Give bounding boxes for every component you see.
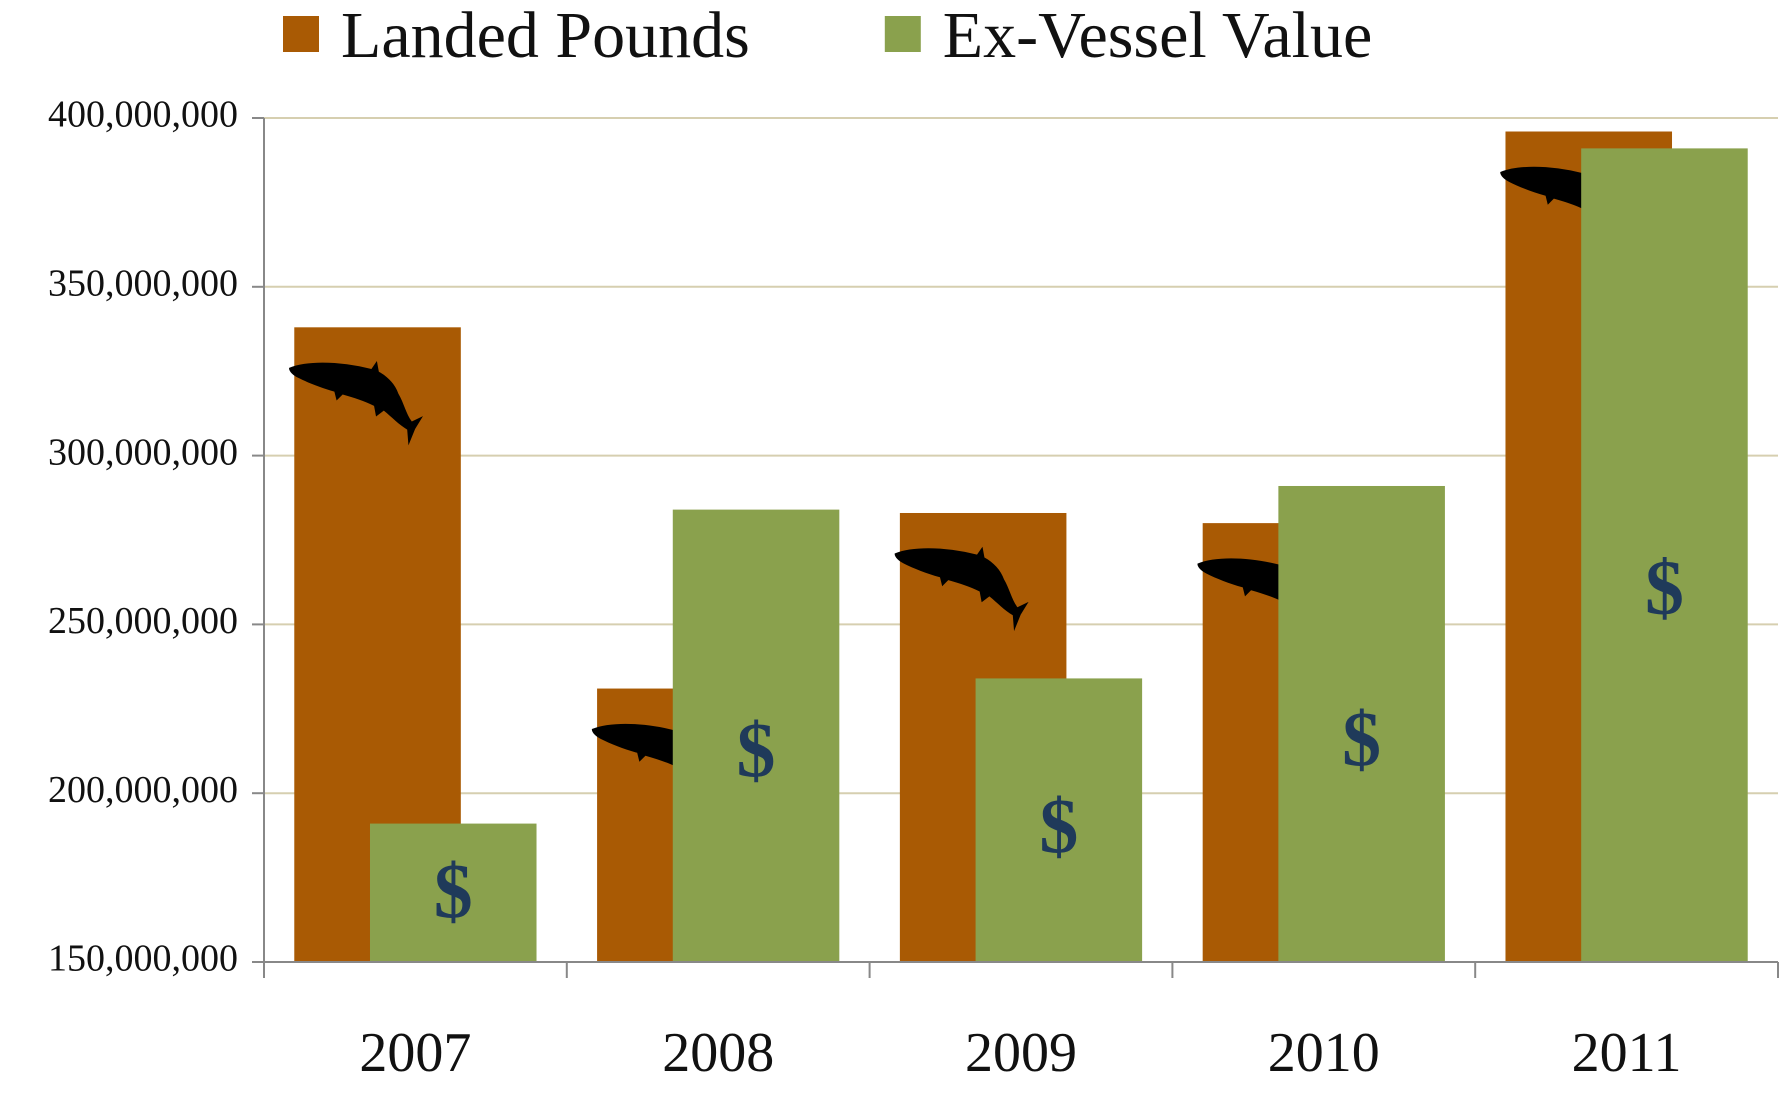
x-tick-label: 2011 xyxy=(1572,1022,1682,1084)
legend-label: Ex-Vessel Value xyxy=(943,0,1373,72)
bar xyxy=(1278,485,1445,962)
value-symbol: $ xyxy=(1039,782,1078,869)
x-tick-label: 2010 xyxy=(1268,1022,1380,1084)
x-tick-label: 2009 xyxy=(965,1022,1077,1084)
y-tick-label: 250,000,000 xyxy=(48,600,238,642)
value-symbol: $ xyxy=(1645,544,1684,631)
bar xyxy=(975,678,1143,962)
value-symbol: $ xyxy=(1342,696,1381,783)
bar xyxy=(1581,148,1748,962)
value-symbol: $ xyxy=(434,848,473,935)
value-symbol: $ xyxy=(737,706,776,793)
y-tick-label: 400,000,000 xyxy=(48,94,238,136)
y-tick-label: 300,000,000 xyxy=(48,431,238,473)
legend-swatch xyxy=(884,16,921,52)
bar xyxy=(369,823,537,962)
x-tick-label: 2008 xyxy=(662,1022,774,1084)
y-tick-label: 350,000,000 xyxy=(48,263,238,305)
legend-label: Landed Pounds xyxy=(341,0,750,72)
legend-swatch xyxy=(283,16,319,52)
y-tick-label: 150,000,000 xyxy=(48,938,238,980)
bar xyxy=(672,509,840,962)
x-tick-label: 2007 xyxy=(359,1022,471,1084)
y-tick-label: 200,000,000 xyxy=(48,769,238,811)
